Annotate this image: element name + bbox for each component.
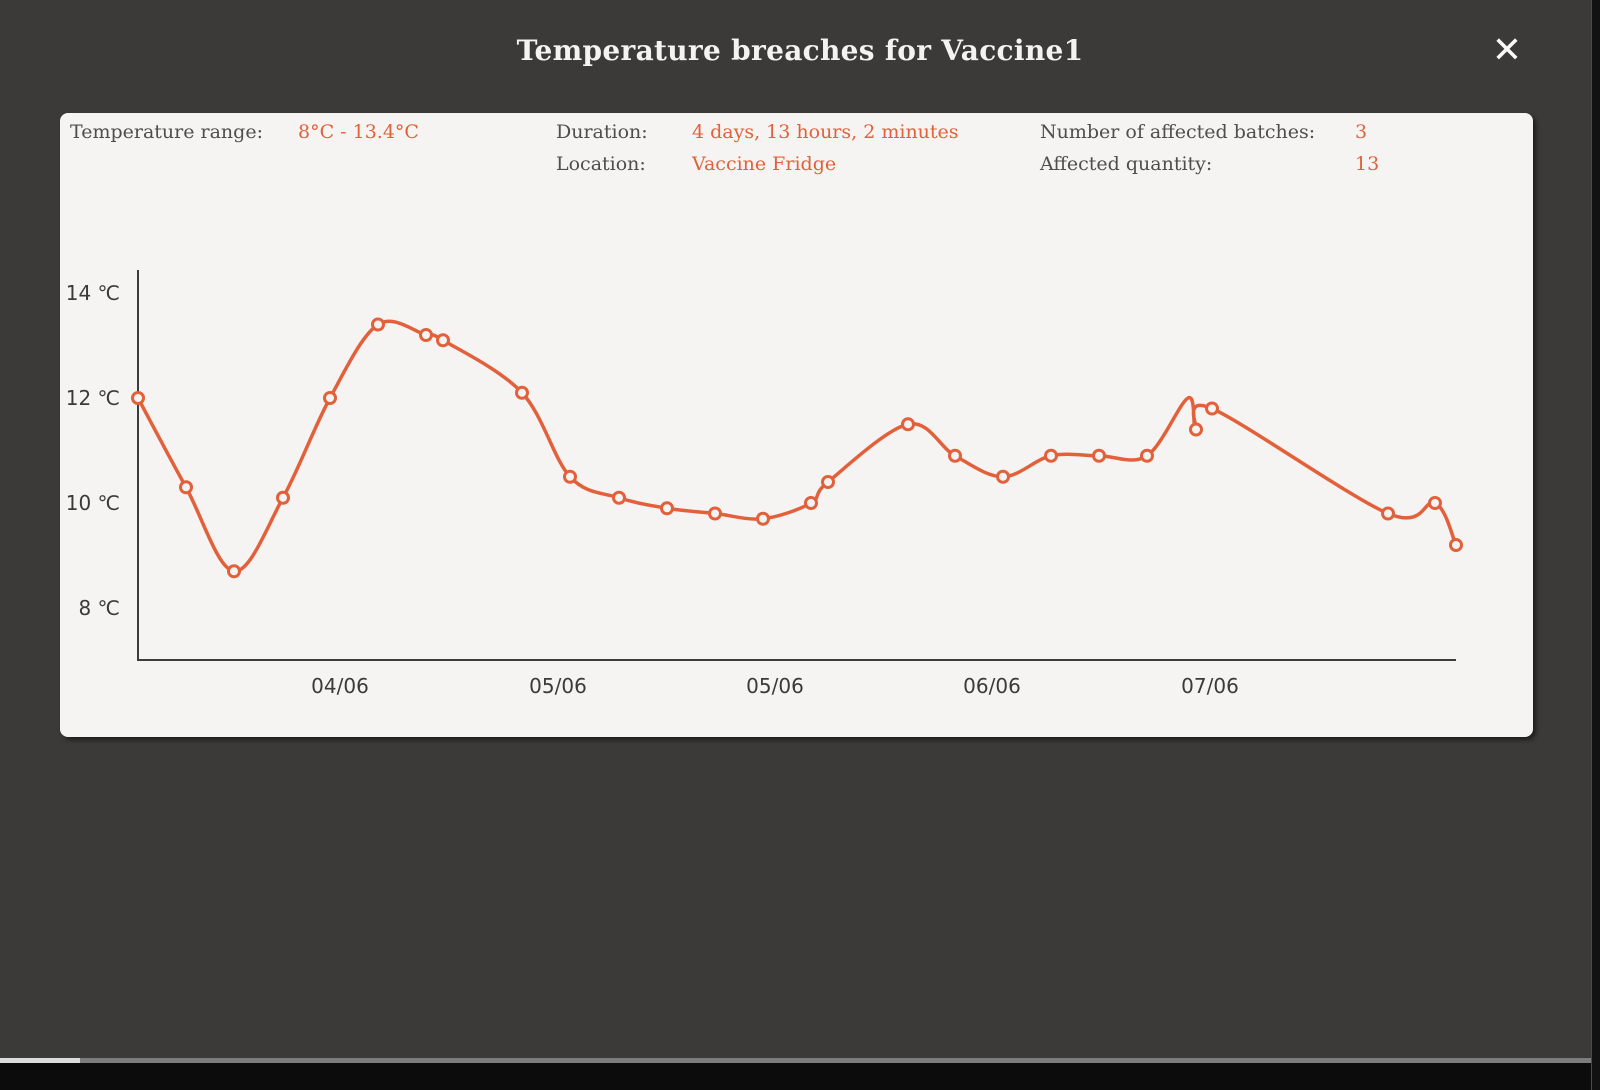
- data-point-marker: [996, 469, 1010, 484]
- data-point-marker: [660, 501, 674, 516]
- data-point-marker: [227, 564, 241, 579]
- affected-batches-row: Number of affected batches: 3: [1040, 121, 1367, 147]
- location-row: Location: Vaccine Fridge: [556, 153, 836, 179]
- y-axis-tick-label: 14 ℃: [66, 281, 120, 305]
- data-point-marker: [612, 490, 626, 505]
- data-point-marker: [948, 448, 962, 463]
- data-point-marker: [1092, 448, 1106, 463]
- temperature-line: [136, 319, 1458, 573]
- breach-detail-card: Temperature range: 8°C - 13.4°C Duration…: [60, 113, 1533, 737]
- x-axis-tick-label: 06/06: [963, 674, 1021, 698]
- window-bottom-bar: [0, 1063, 1600, 1090]
- data-point-marker: [804, 496, 818, 510]
- duration-label: Duration:: [556, 121, 648, 143]
- data-point-marker: [1189, 422, 1203, 437]
- data-point-marker: [1449, 538, 1463, 552]
- temperature-breach-chart: 14 ℃ 12 ℃ 10 ℃ 8 ℃ 04/06 05/06 05/06 06/06 07/06: [66, 270, 1463, 698]
- data-point-marker: [1140, 448, 1154, 463]
- temperature-range-row: Temperature range: 8°C - 13.4°C: [70, 121, 419, 147]
- data-point-marker: [821, 475, 835, 489]
- data-point-marker: [179, 480, 193, 495]
- data-point-marker: [1381, 506, 1395, 521]
- chart-axes: [137, 270, 1456, 661]
- data-point-marker: [708, 506, 722, 521]
- modal-title: Temperature breaches for Vaccine1: [516, 34, 1084, 67]
- horizontal-scrollbar-thumb[interactable]: [0, 1058, 80, 1063]
- duration-value: 4 days, 13 hours, 2 minutes: [692, 121, 959, 143]
- y-axis-tick-label: 12 ℃: [66, 386, 120, 410]
- duration-row: Duration: 4 days, 13 hours, 2 minutes: [556, 121, 959, 147]
- affected-quantity-row: Affected quantity: 13: [1040, 153, 1379, 179]
- data-point-marker: [436, 333, 450, 348]
- x-axis-tick-label: 05/06: [746, 674, 804, 698]
- temperature-range-label: Temperature range:: [70, 121, 263, 143]
- data-point-marker: [756, 511, 770, 526]
- affected-quantity-label: Affected quantity:: [1040, 153, 1213, 175]
- data-point-marker: [563, 469, 577, 484]
- data-point-marker: [901, 417, 915, 432]
- horizontal-scrollbar-track[interactable]: [0, 1058, 1592, 1063]
- data-point-marker: [1428, 496, 1442, 510]
- x-axis-tick-label: 07/06: [1181, 674, 1239, 698]
- affected-quantity-value: 13: [1355, 153, 1380, 175]
- data-point-marker: [419, 328, 433, 342]
- data-point-marker: [371, 317, 385, 332]
- data-point-marker: [1205, 401, 1219, 416]
- data-point-marker: [323, 391, 337, 405]
- affected-batches-label: Number of affected batches:: [1040, 121, 1316, 143]
- temperature-range-value: 8°C - 13.4°C: [298, 121, 419, 143]
- data-point-marker: [1044, 448, 1058, 463]
- data-point-marker: [131, 391, 145, 405]
- data-point-marker: [515, 385, 529, 400]
- data-point-marker: [276, 490, 290, 505]
- close-icon[interactable]: ✕: [1484, 28, 1530, 74]
- y-axis-tick-label: 8 ℃: [78, 596, 120, 620]
- window-right-edge: [1591, 0, 1600, 1090]
- location-label: Location:: [556, 153, 646, 175]
- location-value: Vaccine Fridge: [692, 153, 837, 175]
- affected-batches-value: 3: [1355, 121, 1368, 143]
- x-axis-tick-label: 05/06: [529, 674, 587, 698]
- y-axis-tick-label: 10 ℃: [66, 491, 120, 515]
- x-axis-tick-label: 04/06: [311, 674, 369, 698]
